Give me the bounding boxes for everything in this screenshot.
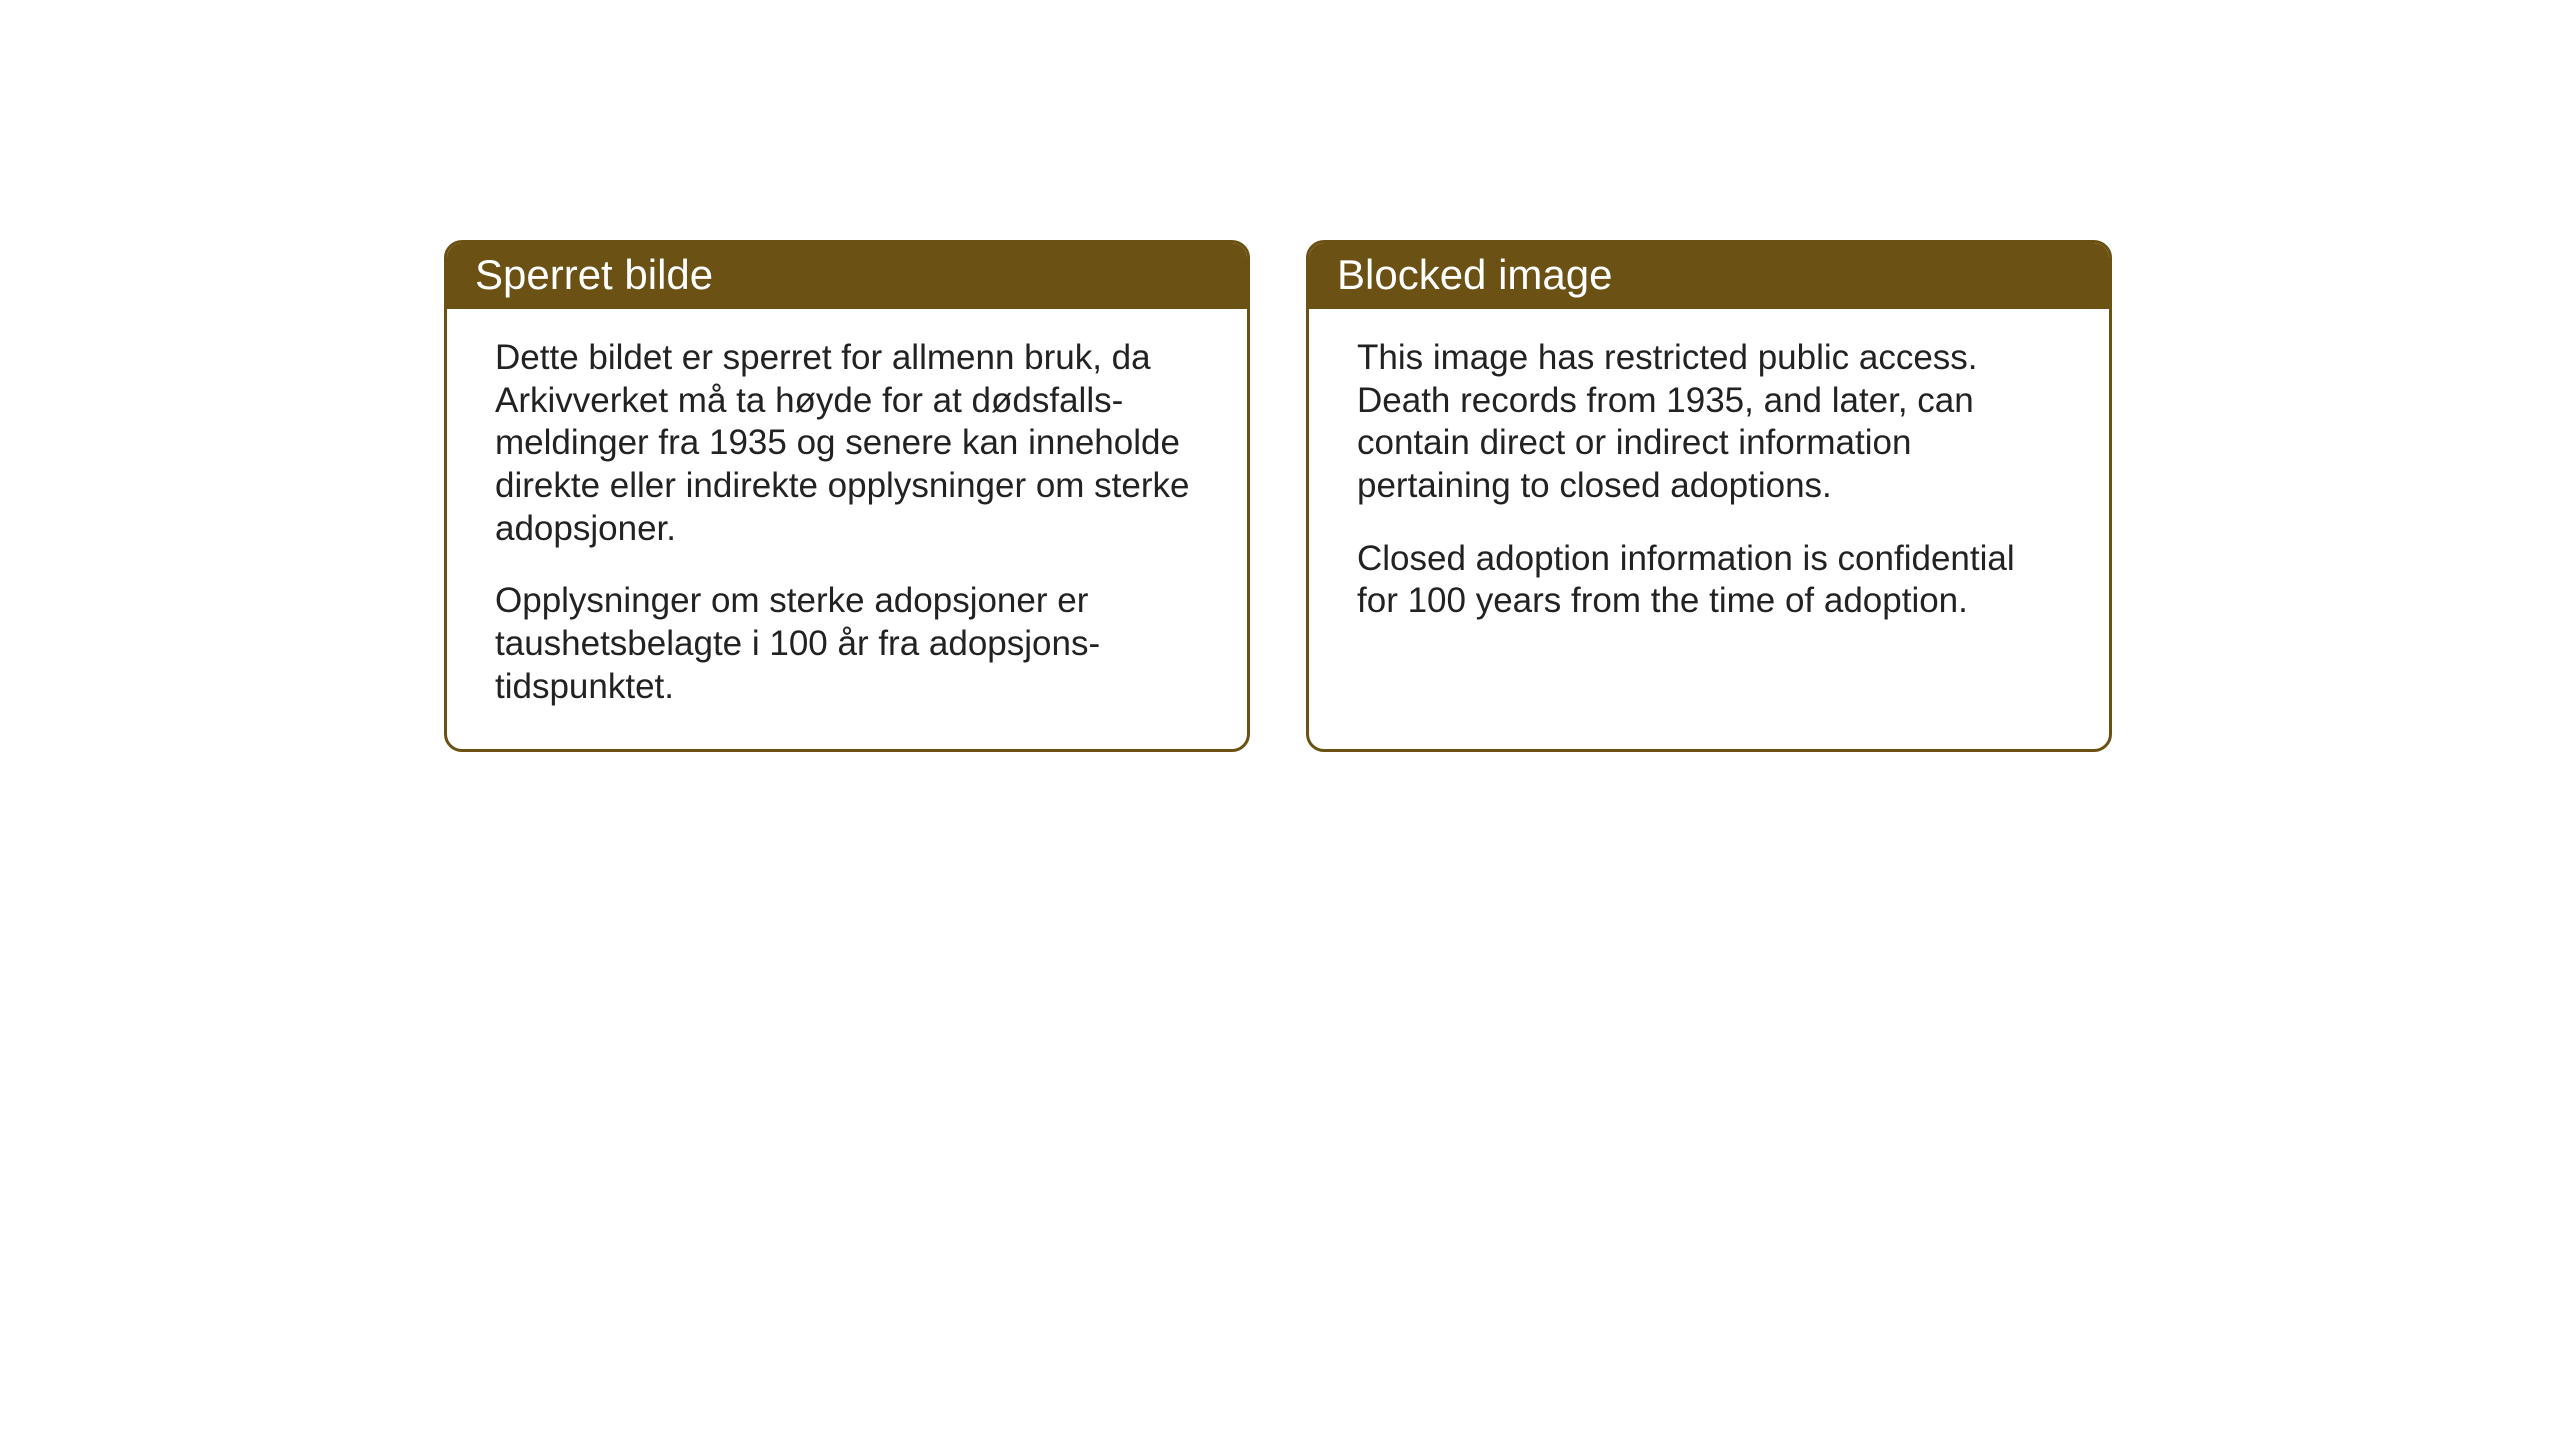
norwegian-notice-card: Sperret bilde Dette bildet er sperret fo… — [444, 240, 1250, 752]
english-notice-card: Blocked image This image has restricted … — [1306, 240, 2112, 752]
norwegian-card-body: Dette bildet er sperret for allmenn bruk… — [447, 309, 1247, 749]
norwegian-paragraph-1: Dette bildet er sperret for allmenn bruk… — [495, 337, 1199, 550]
english-paragraph-2: Closed adoption information is confident… — [1357, 538, 2061, 623]
norwegian-paragraph-2: Opplysninger om sterke adopsjoner er tau… — [495, 580, 1199, 708]
notice-container: Sperret bilde Dette bildet er sperret fo… — [444, 240, 2112, 752]
english-card-title: Blocked image — [1309, 243, 2109, 309]
english-paragraph-1: This image has restricted public access.… — [1357, 337, 2061, 508]
english-card-body: This image has restricted public access.… — [1309, 309, 2109, 713]
norwegian-card-title: Sperret bilde — [447, 243, 1247, 309]
